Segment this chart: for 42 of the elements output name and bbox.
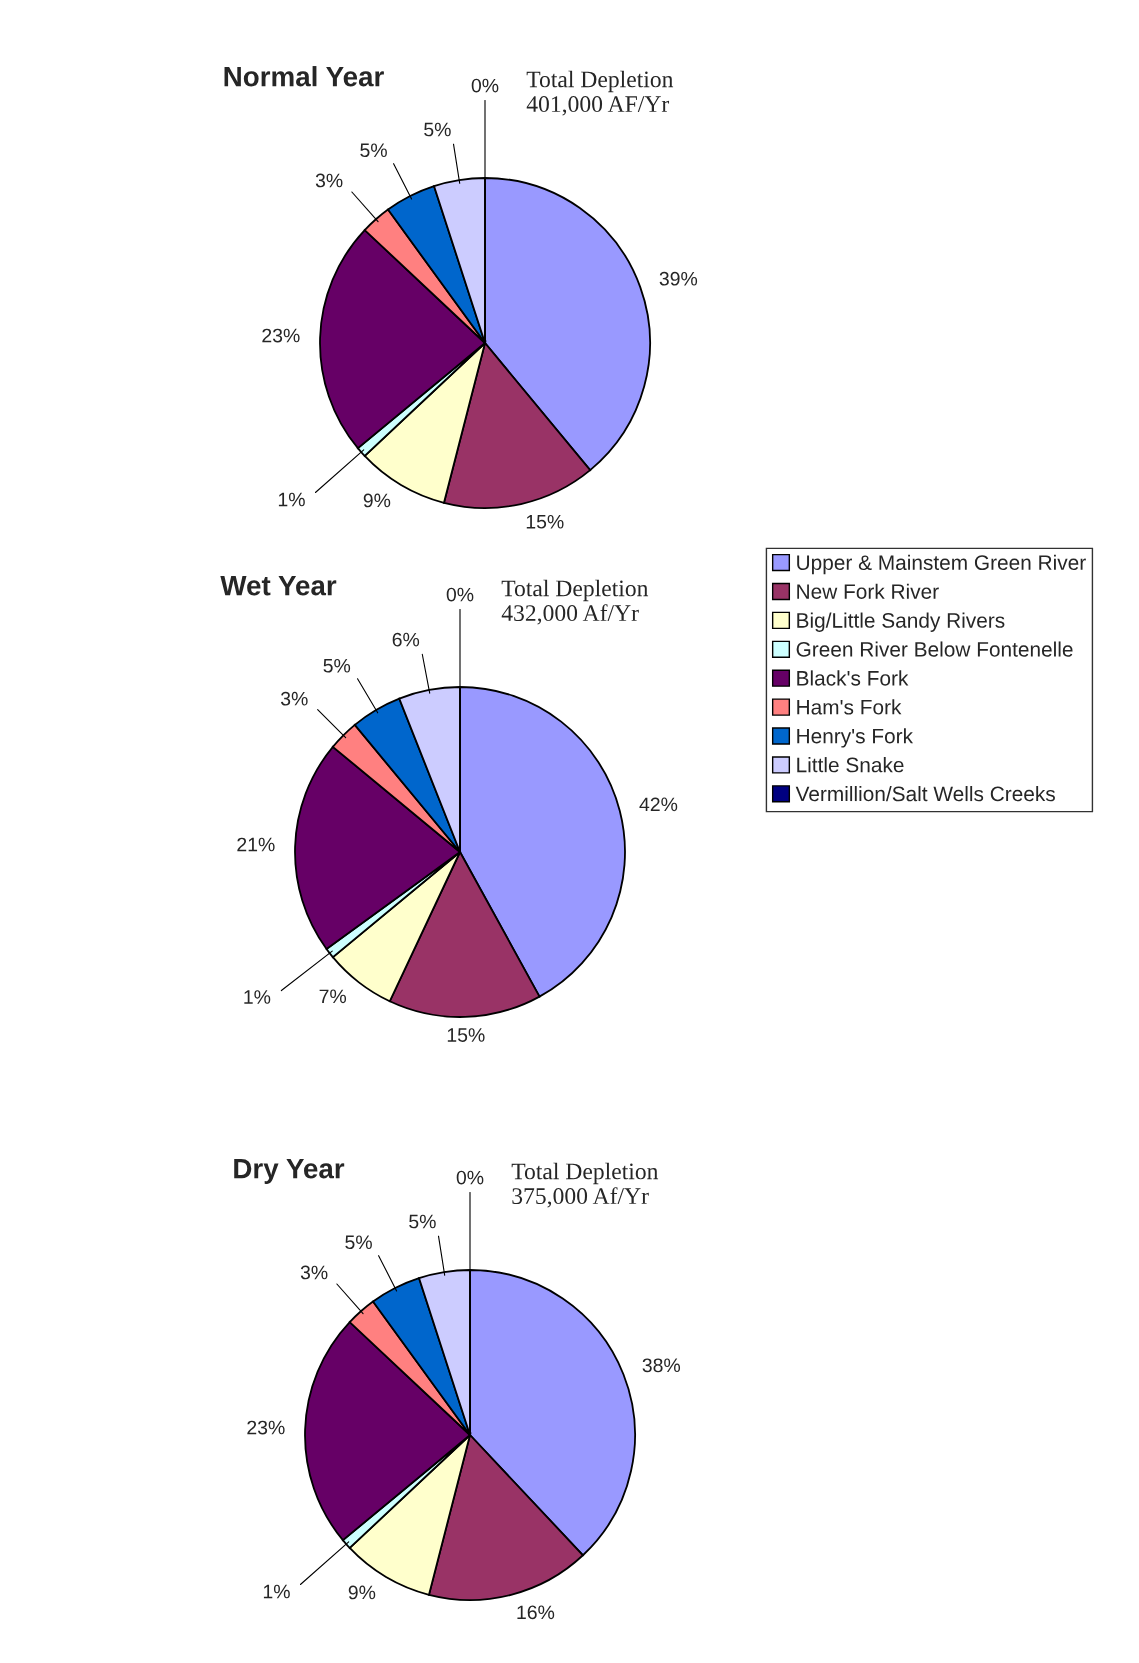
text: 0% (446, 587, 474, 602)
data-label: 9% (348, 1585, 376, 1600)
data-label: 5% (345, 1235, 372, 1250)
data-label: 39% (659, 271, 698, 286)
data-label: 42% (639, 797, 678, 812)
data-label: 3% (315, 173, 343, 188)
data-label: 23% (262, 328, 300, 343)
data-label: 6% (392, 632, 420, 647)
legend-label: Green River Below Fontenelle (796, 641, 1073, 657)
data-label: 5% (360, 143, 387, 158)
data-label: 3% (300, 1265, 328, 1280)
data-label: 16% (517, 1605, 555, 1620)
data-label: 21% (237, 837, 275, 852)
text: Total Depletion 375,000 Af/Yr (511, 1162, 659, 1208)
data-label: 1% (263, 1584, 290, 1599)
chart-title: Normal Year (224, 66, 384, 87)
text: 0% (471, 78, 499, 93)
chart-title: Dry Year (234, 1159, 345, 1184)
data-label: 5% (323, 658, 351, 673)
legend-label: Big/Little Sandy Rivers (797, 612, 1005, 632)
data-label: 23% (247, 1420, 285, 1435)
data-label: 15% (526, 514, 564, 529)
text: Total Depletion 432,000 Af/Yr (501, 579, 649, 625)
data-label: 1% (278, 492, 305, 507)
data-label: 9% (363, 493, 391, 508)
text: Total Depletion 401,000 AF/Yr (526, 70, 674, 116)
legend-label: Vermillion/Salt Wells Creeks (795, 785, 1055, 802)
data-label: 5% (409, 1214, 436, 1229)
legend-label: Little Snake (797, 757, 904, 773)
legend-label: Black's Fork (797, 670, 909, 686)
text: 0% (456, 1170, 484, 1185)
chart-title: Wet Year (220, 576, 337, 596)
data-label: 3% (280, 691, 308, 706)
legend-label: Upper & Mainstem Green River (797, 554, 1086, 575)
data-label: 7% (319, 989, 347, 1004)
legend-label: Ham's Fork (797, 699, 902, 715)
legend-label: New Fork River (797, 583, 939, 599)
legend-label: Henry's Fork (797, 728, 914, 748)
data-label: 15% (447, 1028, 485, 1042)
data-label: 38% (642, 1358, 681, 1373)
data-label: 1% (244, 990, 271, 1004)
data-label: 5% (424, 122, 451, 137)
